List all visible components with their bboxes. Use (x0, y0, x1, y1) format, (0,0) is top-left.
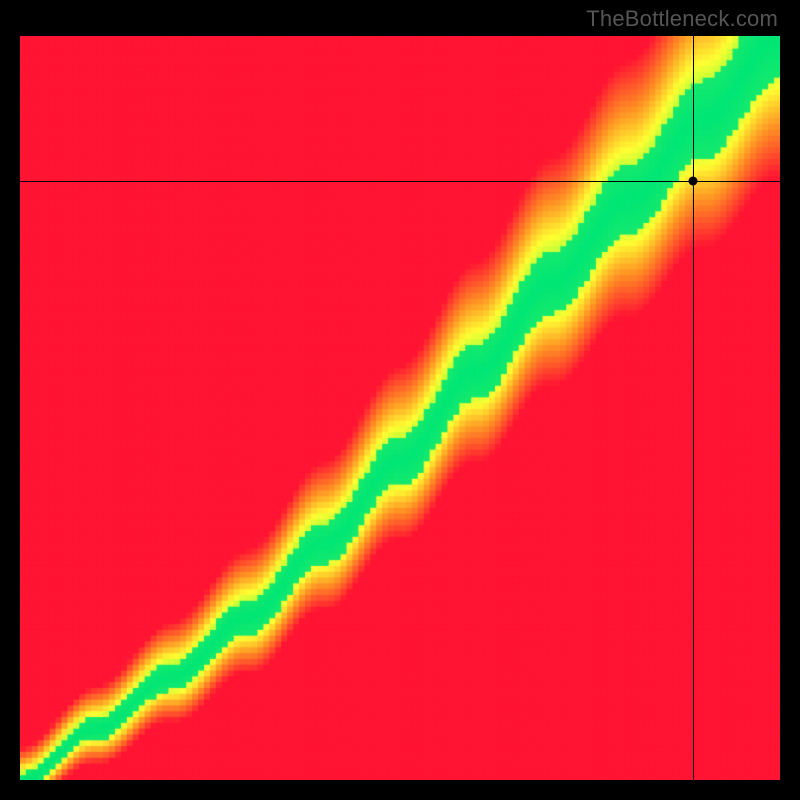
crosshair-marker (688, 177, 697, 186)
heatmap-canvas (20, 36, 780, 780)
chart-container: TheBottleneck.com (0, 0, 800, 800)
watermark-text: TheBottleneck.com (586, 6, 778, 32)
crosshair-vertical (693, 36, 694, 780)
crosshair-horizontal (20, 181, 780, 182)
plot-area (20, 36, 780, 780)
